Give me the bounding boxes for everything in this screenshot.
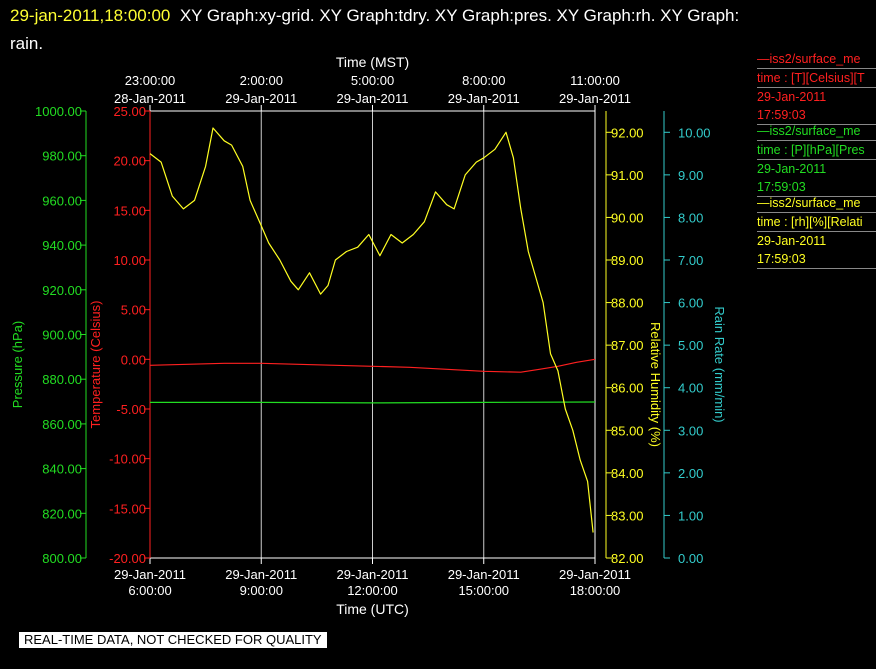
title-timestamp: 29-jan-2011,18:00:00 bbox=[10, 6, 171, 25]
y-tick-label-humidity: 84.00 bbox=[611, 466, 644, 481]
x-tick-label-date: 29-Jan-2011 bbox=[336, 567, 408, 582]
y-tick-label-humidity: 90.00 bbox=[611, 210, 644, 225]
legend-temperature-line: —iss2/surface_me bbox=[757, 50, 876, 69]
x-top-tick-label-date: 28-Jan-2011 bbox=[114, 91, 186, 106]
y-tick-label-rain: 1.00 bbox=[678, 508, 703, 523]
legend-humidity: —iss2/surface_me time : [rh][%][Relati 2… bbox=[757, 194, 876, 269]
series-line-pressure bbox=[150, 401, 596, 404]
x-top-tick-label-date: 29-Jan-2011 bbox=[336, 91, 408, 106]
series-line-humidity bbox=[149, 127, 594, 533]
y-tick-label-temperature: -5.00 bbox=[116, 402, 146, 417]
y-tick-label-humidity: 85.00 bbox=[611, 423, 644, 438]
y-tick-label-pressure: 860.00 bbox=[42, 417, 82, 432]
x-top-tick-label-date: 29-Jan-2011 bbox=[559, 91, 631, 106]
y-tick-label-pressure: 880.00 bbox=[42, 372, 82, 387]
y-tick-label-temperature: 25.00 bbox=[113, 104, 146, 119]
x-tick-label-date: 29-Jan-2011 bbox=[559, 567, 631, 582]
legend-temperature-date: 29-Jan-2011 bbox=[757, 90, 827, 104]
legend-humidity-line: —iss2/surface_me bbox=[757, 194, 876, 213]
x-tick-label-time: 12:00:00 bbox=[347, 583, 398, 598]
y-tick-label-humidity: 91.00 bbox=[611, 168, 644, 183]
legend-pressure-time: 17:59:03 bbox=[757, 178, 876, 197]
legend-temperature-var: time : [T][Celsius][T bbox=[757, 69, 876, 88]
legend-pressure-line: —iss2/surface_me bbox=[757, 122, 876, 141]
y-tick-label-humidity: 89.00 bbox=[611, 253, 644, 268]
x-tick-label-time: 15:00:00 bbox=[458, 583, 509, 598]
y-tick-label-pressure: 840.00 bbox=[42, 462, 82, 477]
legend-humidity-var: time : [rh][%][Relati bbox=[757, 213, 876, 232]
y-tick-label-temperature: -20.00 bbox=[109, 551, 146, 566]
y-tick-label-temperature: 10.00 bbox=[113, 253, 146, 268]
y-tick-label-rain: 7.00 bbox=[678, 253, 703, 268]
y-tick-label-humidity: 88.00 bbox=[611, 296, 644, 311]
y-tick-label-temperature: -10.00 bbox=[109, 452, 146, 467]
y-tick-label-pressure: 980.00 bbox=[42, 149, 82, 164]
title-graphs: XY Graph:xy-grid. XY Graph:tdry. XY Grap… bbox=[179, 6, 740, 25]
y-tick-label-rain: 3.00 bbox=[678, 423, 703, 438]
x-tick-label-time: 18:00:00 bbox=[570, 583, 621, 598]
title-graphs-cont: rain. bbox=[10, 34, 44, 53]
y-tick-label-rain: 8.00 bbox=[678, 210, 703, 225]
legend-pressure-var: time : [P][hPa][Pres bbox=[757, 141, 876, 160]
y-tick-label-rain: 6.00 bbox=[678, 296, 703, 311]
legend-temperature-time: 17:59:03 bbox=[757, 106, 876, 125]
series-line-temperature bbox=[149, 358, 596, 373]
y-tick-label-rain: 2.00 bbox=[678, 466, 703, 481]
y-tick-label-pressure: 900.00 bbox=[42, 328, 82, 343]
y-tick-label-humidity: 87.00 bbox=[611, 338, 644, 353]
y-tick-label-humidity: 92.00 bbox=[611, 125, 644, 140]
y-tick-label-pressure: 960.00 bbox=[42, 193, 82, 208]
chart-title: 29-jan-2011,18:00:00 XY Graph:xy-grid. X… bbox=[10, 2, 860, 58]
x-tick-label-date: 29-Jan-2011 bbox=[448, 567, 520, 582]
y-tick-label-humidity: 82.00 bbox=[611, 551, 644, 566]
legend-pressure-date: 29-Jan-2011 bbox=[757, 162, 827, 176]
y-axis-title-rain: Rain Rate (mm/min) bbox=[712, 306, 727, 422]
x-axis-title-top: Time (MST) bbox=[336, 54, 409, 70]
y-tick-label-humidity: 83.00 bbox=[611, 508, 644, 523]
x-tick-label-date: 29-Jan-2011 bbox=[114, 567, 186, 582]
y-tick-label-rain: 9.00 bbox=[678, 168, 703, 183]
x-tick-label-time: 9:00:00 bbox=[240, 583, 283, 598]
legend-humidity-time: 17:59:03 bbox=[757, 250, 876, 269]
y-tick-label-pressure: 1000.00 bbox=[35, 104, 82, 119]
y-tick-label-temperature: -15.00 bbox=[109, 501, 146, 516]
y-tick-label-temperature: 0.00 bbox=[121, 352, 146, 367]
y-axis-title-humidity: Relative Humidity (%) bbox=[648, 322, 663, 447]
x-top-tick-label-date: 29-Jan-2011 bbox=[225, 91, 297, 106]
y-tick-label-rain: 0.00 bbox=[678, 551, 703, 566]
x-top-tick-label-time: 2:00:00 bbox=[240, 73, 283, 88]
legend-pressure: —iss2/surface_me time : [P][hPa][Pres 29… bbox=[757, 122, 876, 197]
x-tick-label-date: 29-Jan-2011 bbox=[225, 567, 297, 582]
y-tick-label-rain: 4.00 bbox=[678, 381, 703, 396]
y-tick-label-pressure: 940.00 bbox=[42, 238, 82, 253]
x-top-tick-label-time: 11:00:00 bbox=[570, 73, 620, 88]
y-tick-label-temperature: 5.00 bbox=[121, 303, 146, 318]
y-tick-label-temperature: 20.00 bbox=[113, 154, 146, 169]
y-tick-label-temperature: 15.00 bbox=[113, 203, 146, 218]
x-top-tick-label-time: 8:00:00 bbox=[462, 73, 505, 88]
y-tick-label-rain: 5.00 bbox=[678, 338, 703, 353]
y-tick-label-pressure: 820.00 bbox=[42, 506, 82, 521]
x-tick-label-time: 6:00:00 bbox=[128, 583, 171, 598]
x-top-tick-label-date: 29-Jan-2011 bbox=[448, 91, 520, 106]
legend-temperature: —iss2/surface_me time : [T][Celsius][T 2… bbox=[757, 50, 876, 125]
y-tick-label-rain: 10.00 bbox=[678, 125, 711, 140]
y-tick-label-pressure: 800.00 bbox=[42, 551, 82, 566]
legend-humidity-date: 29-Jan-2011 bbox=[757, 234, 827, 248]
quality-banner: REAL-TIME DATA, NOT CHECKED FOR QUALITY bbox=[19, 632, 327, 648]
y-tick-label-humidity: 86.00 bbox=[611, 381, 644, 396]
x-top-tick-label-time: 23:00:00 bbox=[125, 73, 176, 88]
y-axis-title-pressure: Pressure (hPa) bbox=[10, 321, 25, 408]
x-axis-title-bottom: Time (UTC) bbox=[336, 601, 409, 617]
y-tick-label-pressure: 920.00 bbox=[42, 283, 82, 298]
x-top-tick-label-time: 5:00:00 bbox=[351, 73, 394, 88]
y-axis-title-temperature: Temperature (Celsius) bbox=[88, 301, 103, 429]
